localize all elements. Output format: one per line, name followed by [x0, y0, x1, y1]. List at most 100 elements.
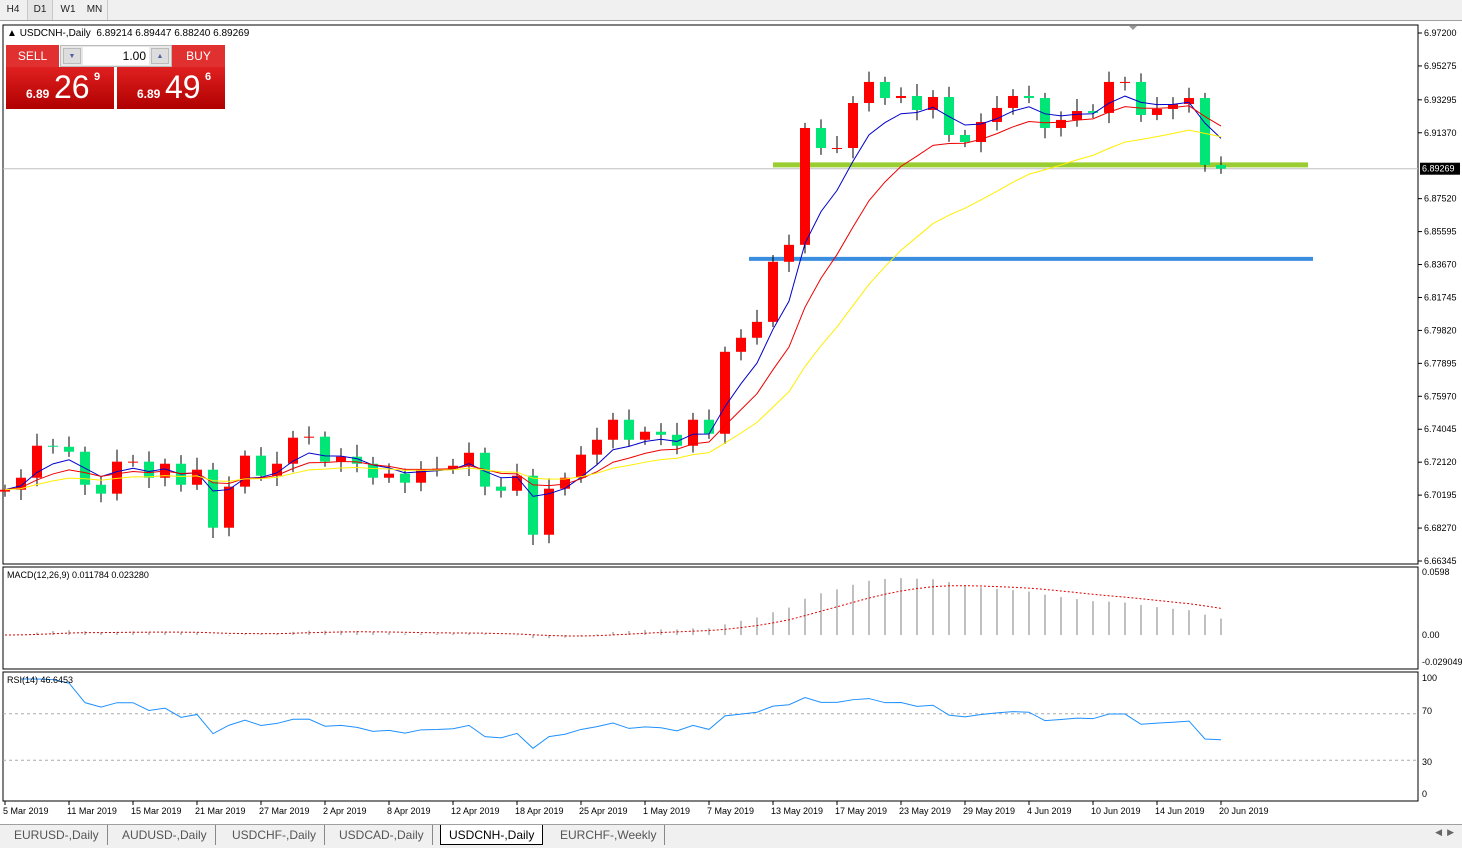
candle-body: [848, 102, 858, 148]
candle-body: [1168, 104, 1178, 109]
candle-body: [1008, 95, 1018, 108]
date-axis-label: 7 May 2019: [707, 806, 754, 816]
date-axis-label: 8 Apr 2019: [387, 806, 431, 816]
candle-body: [144, 461, 154, 478]
candle-body: [736, 337, 746, 352]
price-axis-label: 6.70195: [1424, 490, 1457, 500]
date-axis-label: 21 Mar 2019: [195, 806, 246, 816]
candle-body: [1200, 98, 1210, 165]
candle-body: [1072, 111, 1082, 120]
candle-body: [768, 261, 778, 322]
buy-price-pips: 49: [165, 69, 201, 105]
price-axis-label: 6.66345: [1424, 556, 1457, 566]
price-axis-label: 6.77895: [1424, 358, 1457, 368]
candle-body: [304, 436, 314, 438]
macd-pane: [2, 566, 1419, 670]
candle-body: [512, 475, 522, 491]
chart-tab[interactable]: USDCHF-,Daily: [224, 825, 325, 845]
timeframe-mn[interactable]: MN: [82, 0, 108, 20]
candle-body: [704, 419, 714, 434]
chart-tab[interactable]: AUDUSD-,Daily: [114, 825, 216, 845]
candle-body: [1056, 119, 1066, 128]
candle-body: [240, 455, 250, 487]
macd-axis-label: 0.00: [1422, 630, 1440, 640]
candle-body: [656, 431, 666, 435]
macd-axis-label: -0.029049: [1422, 657, 1462, 667]
candle-body: [544, 488, 554, 535]
candle-body: [96, 484, 106, 494]
buy-price[interactable]: 6.89 49 6: [117, 67, 225, 109]
lot-input[interactable]: [83, 47, 149, 65]
buy-price-fraction: 6: [205, 71, 212, 83]
candle-body: [992, 107, 1002, 122]
candle-body: [1152, 108, 1162, 115]
buy-button[interactable]: BUY: [172, 45, 225, 67]
candle-body: [624, 419, 634, 440]
date-axis-label: 25 Apr 2019: [579, 806, 628, 816]
chart-shift-marker-icon: [1129, 26, 1137, 30]
lot-decrease-icon[interactable]: ▼: [63, 48, 81, 64]
candle-body: [48, 445, 58, 447]
price-axis-label: 6.83670: [1424, 260, 1457, 270]
candle-body: [640, 431, 650, 440]
candle-body: [832, 147, 842, 149]
price-axis-label: 6.87520: [1424, 194, 1457, 204]
timeframe-w1[interactable]: W1: [60, 4, 76, 15]
sell-price[interactable]: 6.89 26 9: [6, 67, 114, 109]
price-axis-label: 6.85595: [1424, 227, 1457, 237]
rsi-axis-label: 100: [1422, 673, 1437, 683]
date-axis-label: 12 Apr 2019: [451, 806, 500, 816]
candle-body: [384, 473, 394, 478]
candle-body: [816, 127, 826, 148]
chart-tab[interactable]: USDCNH-,Daily: [440, 825, 544, 845]
candle-body: [608, 419, 618, 440]
candle-body: [1120, 81, 1130, 83]
candle-body: [336, 456, 346, 462]
sell-price-prefix: 6.89: [26, 87, 50, 101]
rsi-line: [21, 678, 1222, 749]
candle-body: [288, 437, 298, 464]
price-axis-label: 6.91370: [1424, 128, 1457, 138]
price-chart[interactable]: 6.97200 6.95275 6.93295 6.91370 6.87520 6.855…: [0, 22, 1462, 824]
moving-average-line: [4, 95, 1222, 497]
candle-body: [1104, 81, 1114, 113]
candle-body: [1024, 95, 1034, 99]
candle-body: [960, 134, 970, 143]
candle-body: [64, 446, 74, 452]
candle-body: [400, 473, 410, 483]
candle-body: [976, 121, 986, 143]
candle-body: [0, 489, 10, 492]
chart-tab[interactable]: USDCAD-,Daily: [331, 825, 433, 845]
candle-body: [912, 95, 922, 111]
date-axis-label: 2 Apr 2019: [323, 806, 367, 816]
date-axis-label: 11 Mar 2019: [67, 806, 117, 816]
chart-tab[interactable]: EURUSD-,Daily: [6, 825, 108, 845]
lot-increase-icon[interactable]: ▲: [151, 48, 169, 64]
candle-body: [1136, 81, 1146, 115]
sell-button[interactable]: SELL: [6, 45, 59, 67]
candle-body: [128, 461, 138, 463]
buy-price-prefix: 6.89: [137, 87, 161, 101]
candle-body: [1216, 164, 1226, 169]
price-axis-label: 6.74045: [1424, 424, 1457, 434]
collapse-triangle-icon[interactable]: ▲: [7, 28, 20, 39]
price-axis-label: 6.95275: [1424, 61, 1457, 71]
date-axis-label: 10 Jun 2019: [1091, 806, 1141, 816]
date-axis-label: 29 May 2019: [963, 806, 1015, 816]
current-price-badge: [1420, 162, 1460, 175]
date-axis-label: 1 May 2019: [643, 806, 690, 816]
symbol-info: ▲ USDCNH-,Daily 6.89214 6.89447 6.88240 …: [7, 28, 249, 39]
timeframe-h4[interactable]: H4: [6, 4, 20, 15]
timeframe-d1[interactable]: D1: [27, 0, 53, 20]
sell-price-pips: 26: [54, 69, 90, 105]
candle-body: [1040, 98, 1050, 128]
macd-label: MACD(12,26,9) 0.011784 0.023280: [7, 570, 149, 580]
tab-scroll-arrows-icon[interactable]: ◀ ▶: [1435, 827, 1454, 837]
candle-body: [784, 244, 794, 262]
rsi-pane: [2, 671, 1419, 802]
date-axis-label: 15 Mar 2019: [131, 806, 182, 816]
candle-body: [752, 321, 762, 338]
macd-signal-line: [4, 585, 1222, 637]
chart-tab[interactable]: EURCHF-,Weekly: [552, 825, 666, 845]
symbol-ohlc: USDCNH-,Daily 6.89214 6.89447 6.88240 6.…: [19, 28, 250, 39]
